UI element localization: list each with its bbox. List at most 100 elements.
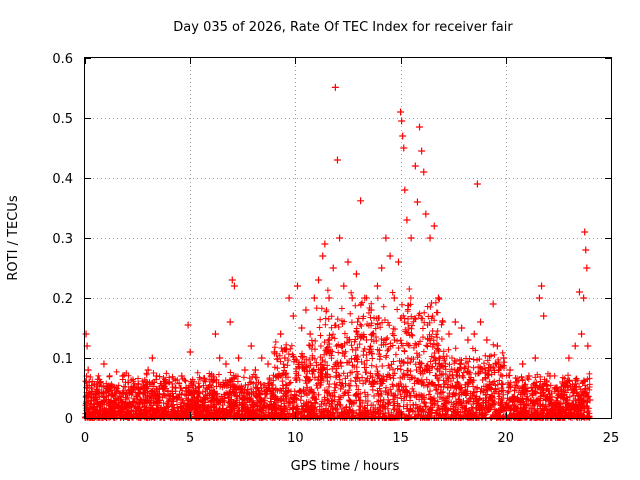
- x-tick-label: 0: [81, 431, 89, 446]
- data-point: [226, 318, 234, 326]
- data-point: [325, 294, 333, 302]
- data-point: [333, 156, 341, 164]
- data-point: [211, 330, 219, 338]
- data-point: [373, 282, 381, 290]
- data-point: [319, 252, 327, 260]
- y-tick-label: 0.2: [52, 292, 73, 307]
- data-point: [582, 246, 590, 254]
- data-point: [583, 264, 591, 272]
- data-point: [203, 384, 211, 392]
- data-point: [361, 294, 369, 302]
- data-point: [100, 360, 108, 368]
- data-point: [84, 366, 92, 374]
- data-point: [186, 348, 194, 356]
- background-markers: [82, 285, 593, 421]
- data-point: [584, 342, 592, 350]
- data-point: [82, 330, 90, 338]
- data-point: [85, 378, 93, 386]
- data-point: [216, 354, 224, 362]
- data-point: [336, 234, 344, 242]
- data-point: [531, 354, 539, 362]
- data-point: [399, 132, 407, 140]
- data-point: [394, 258, 402, 266]
- y-tick-labels: 0 0.1 0.2 0.3 0.4 0.5 0.6: [52, 52, 73, 427]
- data-point: [222, 360, 230, 368]
- data-point: [512, 378, 520, 386]
- data-point: [580, 294, 588, 302]
- data-point: [119, 372, 127, 380]
- data-point: [197, 396, 205, 404]
- y-tick-label: 0.5: [52, 112, 73, 127]
- data-point: [270, 348, 278, 356]
- data-point: [565, 354, 573, 362]
- y-tick-label: 0.4: [52, 172, 73, 187]
- data-point: [552, 384, 560, 392]
- y-tick-label: 0.3: [52, 232, 73, 247]
- x-tick-labels: 0 5 10 15 20 25: [81, 431, 619, 446]
- data-point: [401, 186, 409, 194]
- data-point: [171, 384, 179, 392]
- data-point: [289, 312, 297, 320]
- y-tick-label: 0.6: [52, 52, 73, 67]
- data-point: [251, 366, 259, 374]
- data-point: [182, 384, 190, 392]
- data-point: [357, 197, 365, 205]
- data-point: [382, 234, 390, 242]
- data-point: [571, 342, 579, 350]
- dense-data-cloud: [82, 285, 593, 421]
- data-point: [519, 360, 527, 368]
- data-point: [294, 282, 302, 290]
- data-point: [136, 390, 144, 398]
- data-point: [578, 330, 586, 338]
- x-tick-label: 20: [498, 431, 515, 446]
- data-point: [439, 318, 447, 326]
- data-point: [108, 390, 116, 398]
- data-point: [422, 210, 430, 218]
- data-point: [538, 282, 546, 290]
- data-point: [315, 276, 323, 284]
- data-point: [407, 234, 415, 242]
- data-point: [397, 108, 405, 116]
- data-point: [458, 324, 466, 332]
- data-point: [426, 234, 434, 242]
- data-point: [413, 198, 421, 206]
- data-point: [241, 366, 249, 374]
- data-point: [378, 264, 386, 272]
- data-point: [386, 252, 394, 260]
- data-point: [367, 306, 375, 314]
- data-point: [451, 318, 459, 326]
- data-point: [340, 282, 348, 290]
- data-point: [546, 372, 554, 380]
- data-point: [144, 366, 152, 374]
- data-point: [285, 294, 293, 302]
- data-point: [445, 330, 453, 338]
- x-tick-label: 25: [603, 431, 620, 446]
- data-point: [184, 321, 192, 329]
- data-point: [464, 336, 472, 344]
- data-point: [306, 330, 314, 338]
- data-point: [298, 324, 306, 332]
- data-point: [540, 312, 548, 320]
- data-point: [190, 390, 198, 398]
- data-point: [321, 240, 329, 248]
- data-point: [165, 378, 173, 386]
- data-point: [153, 372, 161, 380]
- data-point: [142, 378, 150, 386]
- data-point: [228, 276, 236, 284]
- x-tick-label: 15: [392, 431, 409, 446]
- data-point: [104, 384, 112, 392]
- data-point: [420, 168, 428, 176]
- data-point: [207, 372, 215, 380]
- data-point: [281, 354, 289, 362]
- y-tick-label: 0.1: [52, 352, 73, 367]
- data-point: [470, 330, 478, 338]
- data-point: [302, 306, 310, 314]
- data-point: [506, 366, 514, 374]
- data-point: [489, 300, 497, 308]
- data-points: [82, 83, 594, 404]
- data-point: [416, 123, 424, 131]
- data-point: [129, 384, 137, 392]
- data-point: [258, 354, 266, 362]
- data-point: [400, 144, 408, 152]
- axis-ticks: [85, 58, 612, 419]
